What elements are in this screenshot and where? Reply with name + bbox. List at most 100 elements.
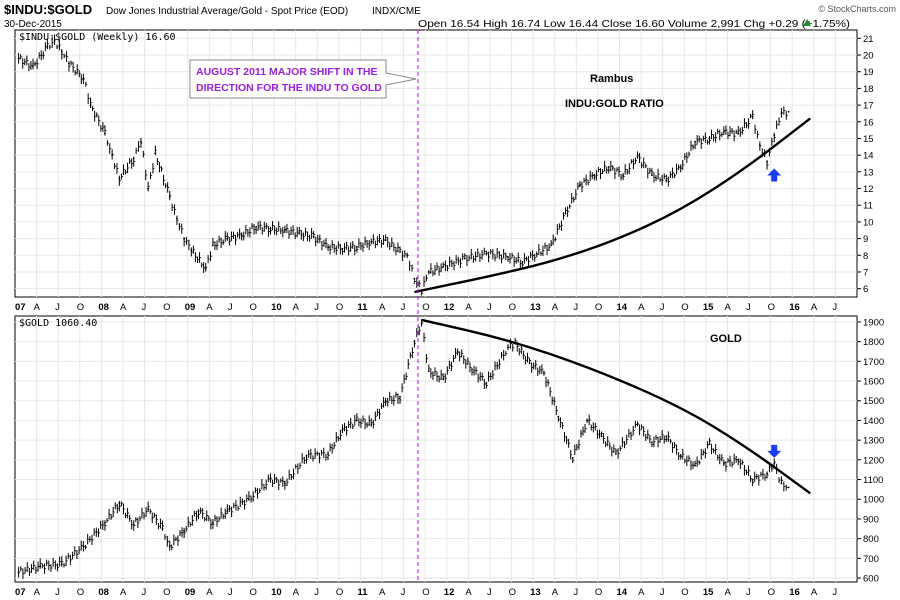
price-point [550,244,553,247]
price-point [190,249,193,252]
price-point [463,257,466,260]
y-tick-label: 1400 [863,416,884,427]
shift-callout: AUGUST 2011 MAJOR SHIFT IN THE DIRECTION… [189,59,417,99]
ratio-trendline [414,117,811,294]
x-tick-label: J [401,587,406,598]
price-point [226,510,229,512]
price-point [226,237,229,240]
price-point [17,57,20,60]
y-tick-label: 8 [863,251,868,262]
price-point [737,132,740,135]
x-tick-label: A [465,302,472,313]
price-point [521,261,524,263]
callout-line-2: DIRECTION FOR THE INDU TO GOLD [196,82,382,94]
price-point [600,435,603,438]
y-tick-label: 13 [863,167,874,178]
x-tick-label: A [120,302,127,313]
x-tick-label: 10 [271,302,282,313]
ratio-panel: 6 7 8 9 10 11 12 13 14 15 16 17 18 19 20 21 $INDU:$GOLD… [14,29,874,298]
x-tick-label: A [552,302,559,313]
price-point [722,462,725,465]
exchange-label: INDX/CME [372,6,421,17]
quote-summary: Open 16.54 High 16.74 Low 16.44 Close 16… [418,18,850,30]
price-point [420,322,423,325]
y-tick-label: 900 [863,514,879,525]
symbol-description: Dow Jones Industrial Average/Gold - Spot… [106,6,348,17]
x-tick-label: O [422,302,429,313]
x-tick-label: 08 [98,587,109,598]
price-point [204,267,207,270]
price-point [132,523,135,526]
x-tick-label: 11 [357,587,368,598]
annotation-rambus: Rambus [590,73,633,85]
price-point [456,350,459,353]
price-point [780,112,783,115]
price-point [679,165,682,168]
price-point [586,419,589,422]
x-tick-label: A [120,587,127,598]
price-point [312,236,315,238]
gold-gridlines [15,316,857,582]
price-point [176,217,178,220]
x-tick-label: A [293,302,300,313]
price-point [694,464,696,467]
x-tick-label: O [768,302,775,313]
price-point [384,399,387,402]
x-tick-label: J [55,587,60,598]
y-tick-label: 600 [863,574,879,585]
x-tick-label: J [660,587,665,598]
price-point [111,154,114,157]
x-tick-label: O [681,587,688,598]
price-point [118,502,121,505]
price-point [140,140,142,143]
y-tick-label: 1000 [863,495,884,506]
y-tick-label: 10 [863,217,874,228]
price-point [471,368,473,371]
price-point [255,226,257,228]
x-tick-label: J [573,302,578,313]
price-point [557,415,560,418]
y-tick-label: 1500 [863,396,884,407]
y-tick-label: 1100 [863,475,883,486]
price-point [269,478,272,481]
price-point [413,277,416,280]
price-point [485,252,488,255]
x-tick-label: A [34,587,41,598]
price-point [341,247,344,250]
price-point [82,77,85,80]
price-point [327,246,329,248]
price-point [118,177,121,180]
price-point [773,134,776,137]
y-tick-label: 18 [863,84,874,95]
x-tick-label: A [379,587,386,598]
price-point [39,565,42,568]
x-tick-label: O [422,587,429,598]
price-point [636,155,639,158]
x-tick-label: 11 [357,302,368,313]
y-tick-label: 21 [863,34,874,45]
gold-price-series [17,319,790,579]
x-tick-label: A [206,302,213,313]
price-point [579,184,581,187]
price-point [650,441,653,444]
price-point [355,246,358,248]
price-point [32,65,34,68]
x-tick-label: O [163,587,170,598]
credit-label: © StockCharts.com [818,4,896,14]
y-tick-label: 14 [863,151,874,162]
price-point [283,482,286,485]
price-point [370,241,373,243]
x-tick-label: J [746,587,751,598]
x-tick-label: 12 [444,302,455,313]
x-tick-label: O [336,587,343,598]
price-point [399,395,401,398]
symbol-title: $INDU:$GOLD [4,2,92,17]
x-tick-label: J [142,587,147,598]
x-tick-label: 16 [789,587,800,598]
price-point [485,382,488,384]
price-point [305,454,308,457]
price-point [442,266,445,268]
ratio-legend: $INDU:$GOLD (Weekly) 16.60 [19,32,176,43]
price-point [679,454,682,457]
